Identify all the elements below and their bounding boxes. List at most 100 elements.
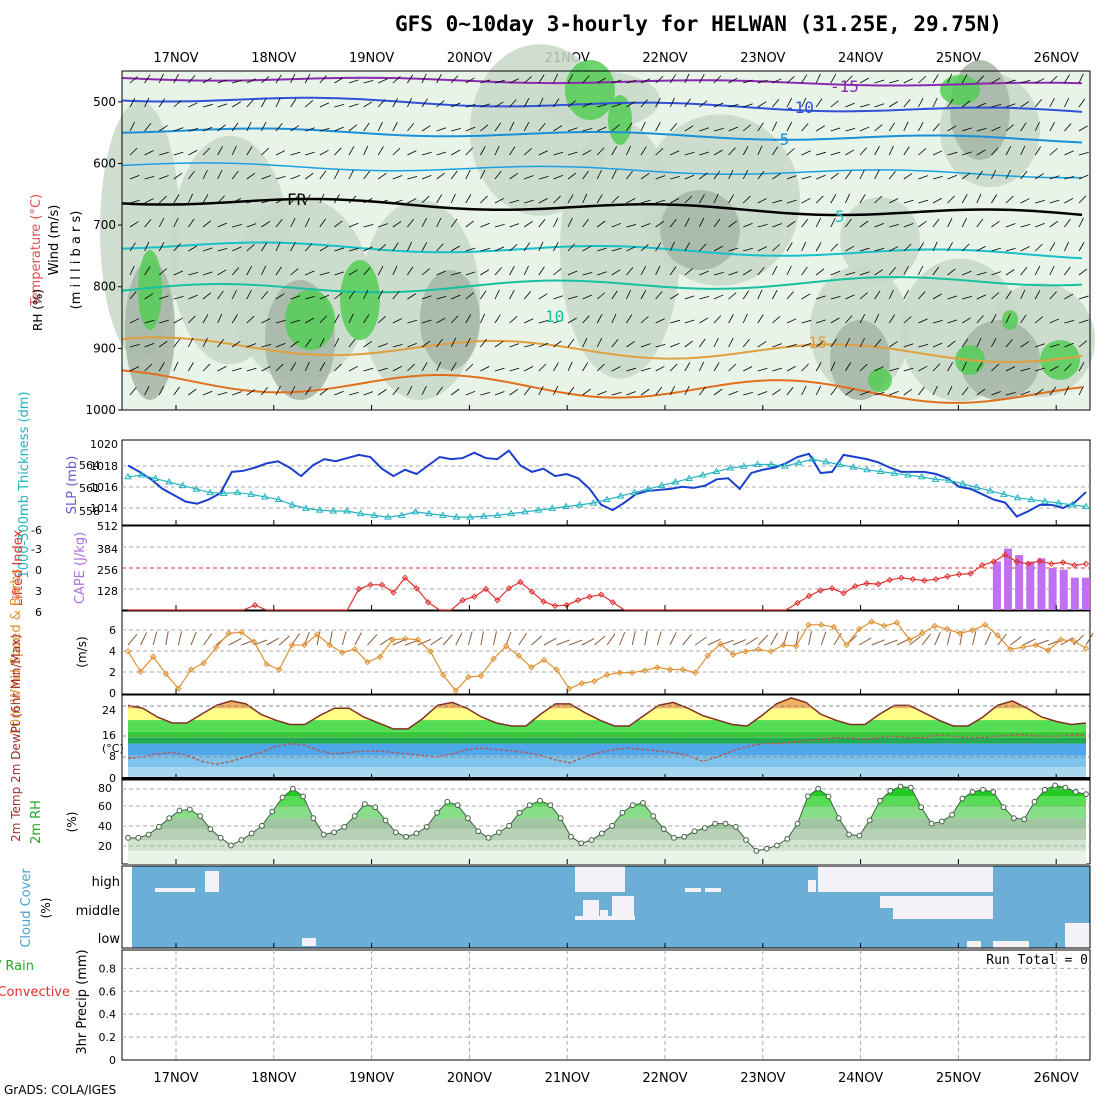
wind-barb <box>1078 195 1087 204</box>
rh-point <box>547 802 554 808</box>
wind-barb <box>290 151 301 156</box>
wind-barb <box>888 101 898 108</box>
thickness-point <box>370 511 379 518</box>
temp-tick: 8 <box>109 750 116 763</box>
wind-barb <box>436 317 446 324</box>
wind10-barb <box>1060 637 1074 646</box>
upper-ytick: 900 <box>93 341 116 355</box>
wind-barb <box>538 123 546 132</box>
wind-barb <box>436 74 442 84</box>
wind-barb <box>129 199 140 204</box>
wind-barb <box>188 75 196 84</box>
wind-barb <box>290 319 301 324</box>
lifted-point <box>551 602 559 610</box>
wind-barb <box>845 315 853 324</box>
wind-barb <box>801 385 807 396</box>
wind-barb <box>450 218 458 228</box>
rh-point <box>918 804 925 811</box>
wind-barb <box>830 270 841 276</box>
lifted-point <box>1001 551 1009 558</box>
wind-barb <box>932 319 943 324</box>
wind-barb <box>261 242 268 252</box>
wind-barb <box>305 151 315 156</box>
rh-point <box>300 793 307 800</box>
wind10-point <box>818 621 825 629</box>
wind-barb <box>421 340 431 348</box>
wind-barb <box>188 271 199 276</box>
wind-barb <box>815 385 822 396</box>
wind10-barb <box>379 636 393 646</box>
wind-barb <box>947 217 953 228</box>
wind-barb <box>319 128 330 132</box>
wind-barb <box>786 199 797 204</box>
wind-barb <box>582 218 589 228</box>
wind-barb <box>407 176 418 180</box>
rh-point <box>969 789 976 795</box>
wind-barb <box>275 123 283 132</box>
wind-barb <box>670 198 680 204</box>
wind-barb <box>334 220 343 228</box>
wind-barb <box>377 172 387 180</box>
wind-barb <box>290 385 296 396</box>
cloud-level-label: high <box>92 875 120 890</box>
wind-barb <box>684 151 695 156</box>
wind-barb <box>640 316 649 324</box>
rh-point <box>444 798 451 805</box>
cape-tick: 256 <box>97 564 118 577</box>
wind10-barb <box>656 631 662 646</box>
rh-point <box>423 824 430 830</box>
wind-barb <box>261 386 269 396</box>
wind10-point <box>843 641 850 649</box>
wind-barb <box>348 290 356 300</box>
wind-barb <box>874 146 880 156</box>
contour-label: 5 <box>835 207 845 226</box>
wind-barb <box>991 314 997 324</box>
wind-barb <box>290 98 297 108</box>
wind-barb <box>480 366 490 372</box>
lifted-point <box>563 601 570 609</box>
wind-barb <box>173 217 179 228</box>
wind-barb <box>991 169 997 180</box>
wind-barb <box>319 102 330 108</box>
temp-tick: 0 <box>109 772 116 785</box>
wind10-point <box>666 666 674 673</box>
wind-barb <box>348 392 359 396</box>
wind-barb <box>363 101 373 108</box>
rh-point <box>320 831 327 838</box>
wind-barb <box>713 75 722 84</box>
rh-point <box>784 836 791 842</box>
lifted-tick: 6 <box>35 606 42 619</box>
thickness-point <box>315 506 324 513</box>
cloud-ylabel: Cloud Cover <box>19 868 34 948</box>
wind-barb <box>699 338 706 348</box>
wind-barb <box>232 246 242 252</box>
wind-barb <box>611 290 618 300</box>
thickness-tick: 561 <box>79 482 100 495</box>
wind-barb <box>523 121 530 132</box>
wind-barb <box>1049 242 1056 252</box>
wind-barb <box>275 150 286 156</box>
wind-barb <box>772 316 781 324</box>
wind-barb <box>231 289 237 300</box>
wind-barb <box>129 147 138 156</box>
wind-barb <box>597 390 607 396</box>
wind-barb <box>523 98 530 108</box>
wind-barb <box>786 175 797 180</box>
wind-barb <box>918 265 924 276</box>
wind-barb <box>626 79 637 84</box>
wind-barb <box>830 100 839 108</box>
wind-barb <box>961 338 969 348</box>
wind-barb <box>991 147 999 156</box>
wind-barb <box>158 340 168 348</box>
wind-barb <box>159 295 169 300</box>
wind-barb <box>815 242 822 252</box>
wind-barb <box>874 269 884 276</box>
wind-barb <box>801 319 812 324</box>
cloud-gap <box>705 888 721 892</box>
wind-barb <box>596 292 606 300</box>
wind-barb <box>786 75 795 84</box>
wind-barb <box>976 170 983 180</box>
wind-barb <box>567 270 578 276</box>
thickness-point <box>808 455 817 462</box>
wind-barb <box>684 385 690 396</box>
